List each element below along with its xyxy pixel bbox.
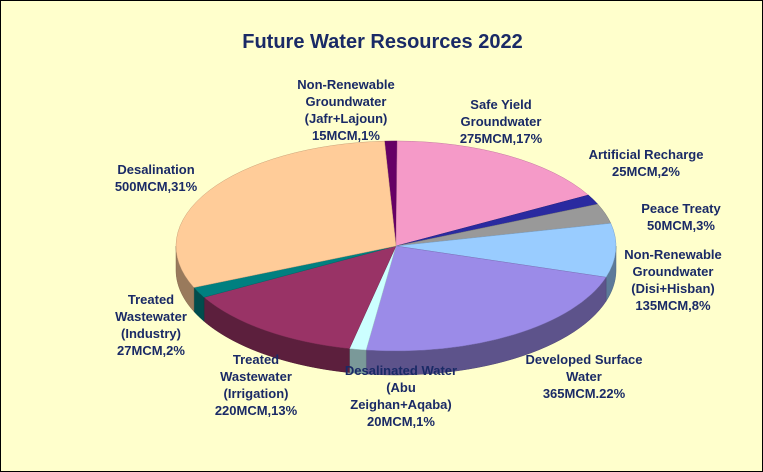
label-name: Non-Renewable Groundwater (Disi+Hisban) xyxy=(624,247,722,296)
chart-title: Future Water Resources 2022 xyxy=(242,31,523,53)
label-value: 500MCM,31% xyxy=(114,179,198,194)
slice xyxy=(395,223,617,278)
label-name: Non-Renewable Groundwater (Jafr+Lajoun) xyxy=(297,77,395,126)
slice xyxy=(175,140,397,288)
data-label: Artificial Recharge 25MCM,2% xyxy=(566,146,726,180)
data-label: Developed Surface Water 365MCM.22% xyxy=(509,351,659,402)
slice xyxy=(203,245,397,349)
label-value: 15MCM,1% xyxy=(312,128,380,143)
label-name: Treated Wastewater (Irrigation) xyxy=(220,352,292,401)
data-label: Desalinated Water (Abu Zeighan+Aqaba) 20M… xyxy=(336,362,466,430)
label-value: 27MCM,2% xyxy=(117,343,185,358)
label-name: Treated Wastewater (Industry) xyxy=(115,292,187,341)
label-value: 50MCM,3% xyxy=(647,218,715,233)
label-name: Artificial Recharge xyxy=(588,147,704,162)
data-label: Treated Wastewater (Industry) 27MCM,2% xyxy=(106,291,196,359)
label-name: Safe Yield Groundwater xyxy=(460,97,542,129)
data-label: Safe Yield Groundwater 275MCM,17% xyxy=(446,96,556,147)
label-name: Peace Treaty xyxy=(641,201,721,216)
label-value: 20MCM,1% xyxy=(367,414,435,429)
data-label: Treated Wastewater (Irrigation) 220MCM,13… xyxy=(206,351,306,419)
label-name: Desalination xyxy=(117,162,195,177)
slice xyxy=(365,245,607,352)
data-label: Non-Renewable Groundwater (Jafr+Lajoun) 1… xyxy=(281,76,411,144)
label-name: Desalinated Water (Abu Zeighan+Aqaba) xyxy=(344,363,458,412)
data-label: Peace Treaty 50MCM,3% xyxy=(626,200,736,234)
label-value: 25MCM,2% xyxy=(612,164,680,179)
label-name: Developed Surface Water xyxy=(525,352,643,384)
label-value: 220MCM,13% xyxy=(214,403,298,418)
data-label: Desalination 500MCM,31% xyxy=(91,161,221,195)
label-value: 275MCM,17% xyxy=(459,131,543,146)
data-label: Non-Renewable Groundwater (Disi+Hisban) 1… xyxy=(613,246,733,314)
label-value: 135MCM,8% xyxy=(635,298,711,313)
label-value: 365MCM.22% xyxy=(542,386,626,401)
slice xyxy=(395,140,589,247)
